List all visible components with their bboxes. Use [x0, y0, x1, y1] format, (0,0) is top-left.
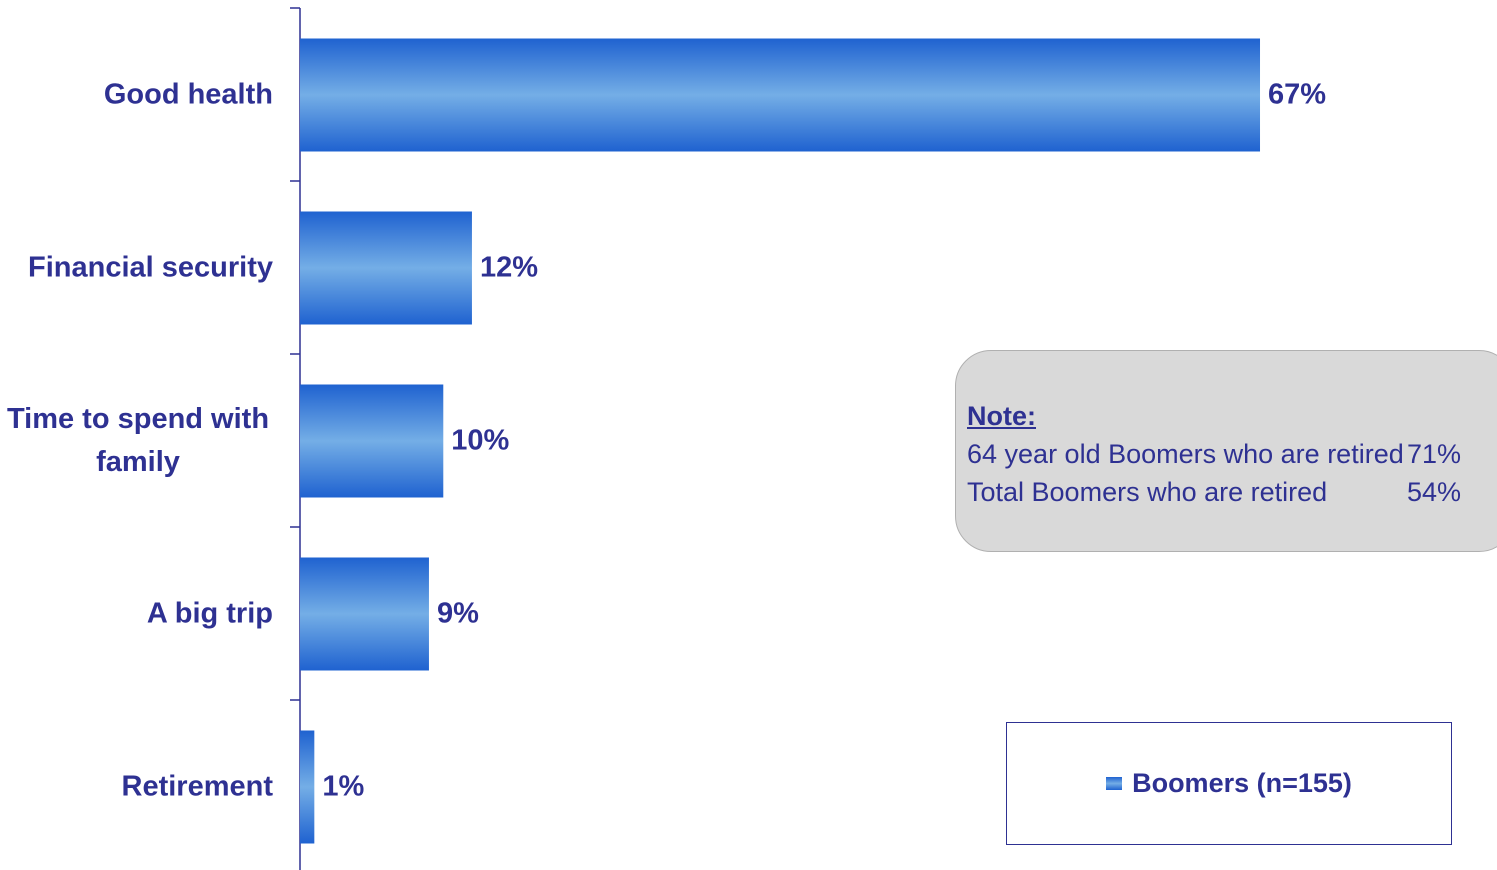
value-label: 67% — [1268, 78, 1327, 110]
note-text: Total Boomers who are retired — [967, 477, 1328, 507]
category-label: Time to spend with family — [0, 398, 273, 484]
value-label: 9% — [436, 597, 479, 629]
bar — [300, 211, 472, 325]
note-title: Note: — [967, 401, 1036, 431]
legend-swatch — [1106, 777, 1123, 790]
value-label: 10% — [451, 424, 510, 456]
bar — [300, 730, 315, 844]
value-label: 1% — [322, 770, 365, 802]
bar — [300, 38, 1261, 152]
category-label: Retirement — [0, 765, 274, 808]
note-value: 54% — [1407, 477, 1462, 507]
value-label: 12% — [479, 251, 538, 283]
category-label-text: Good health — [103, 78, 273, 110]
category-label: Financial security — [0, 246, 273, 289]
legend-label: Boomers (n=155) — [1132, 768, 1352, 798]
note-row: Total Boomers who are retired 54% — [967, 473, 1497, 511]
category-label: A big trip — [0, 592, 273, 635]
bar — [300, 557, 429, 671]
note-box: Note: 64 year old Boomers who are retire… — [955, 350, 1497, 552]
note-text: 64 year old Boomers who are retired — [967, 439, 1404, 469]
category-label-text: Financial security — [28, 251, 273, 283]
category-label-text: Time to spend with family — [6, 402, 270, 478]
bar — [300, 384, 444, 498]
category-label: Good health — [0, 73, 273, 116]
note-value: 71% — [1407, 439, 1462, 469]
category-label-text: Retirement — [121, 770, 274, 802]
note-row: 64 year old Boomers who are retired 71% — [967, 435, 1497, 473]
legend: Boomers (n=155) — [1006, 722, 1452, 845]
category-label-text: A big trip — [146, 597, 273, 629]
